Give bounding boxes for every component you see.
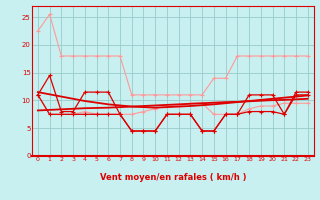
X-axis label: Vent moyen/en rafales ( km/h ): Vent moyen/en rafales ( km/h ) xyxy=(100,174,246,182)
